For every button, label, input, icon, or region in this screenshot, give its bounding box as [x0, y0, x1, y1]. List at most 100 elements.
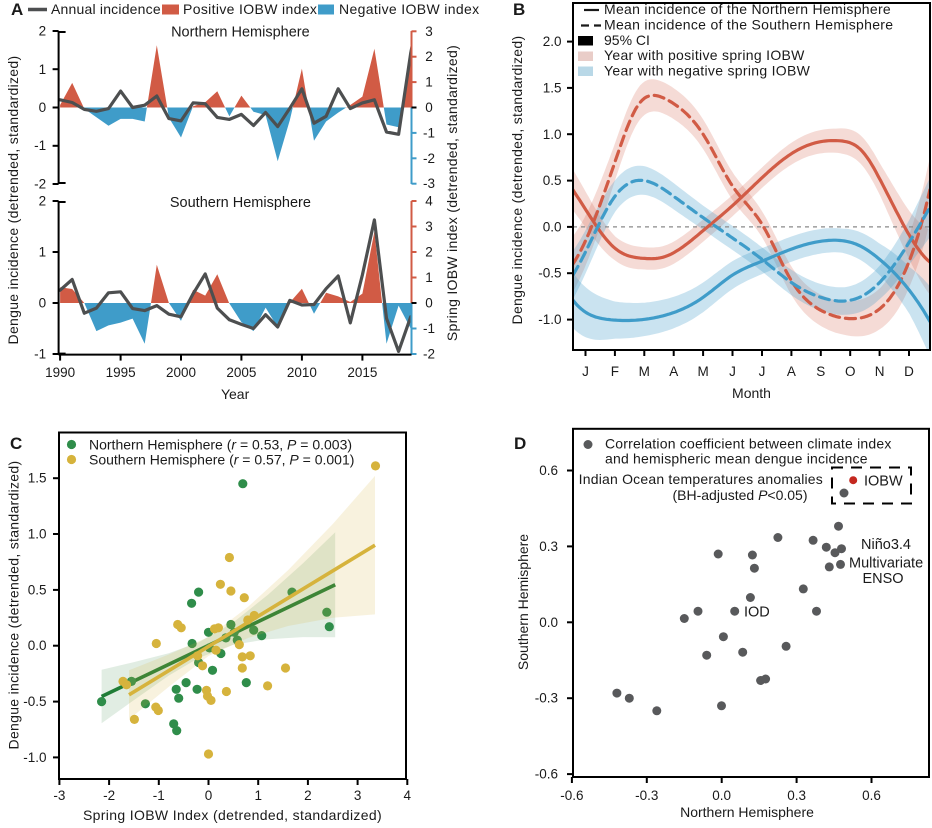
svg-text:and hemispheric mean dengue in: and hemispheric mean dengue incidence: [605, 451, 868, 467]
svg-text:0.3: 0.3: [787, 788, 806, 803]
svg-text:1.5: 1.5: [28, 471, 47, 486]
svg-text:-1: -1: [423, 125, 435, 140]
svg-text:O: O: [845, 364, 856, 379]
svg-text:0: 0: [39, 100, 47, 115]
svg-text:-0.5: -0.5: [23, 694, 46, 709]
svg-text:-2: -2: [34, 177, 46, 192]
svg-text:Northern Hemisphere: Northern Hemisphere: [680, 804, 814, 820]
svg-text:3: 3: [425, 24, 433, 39]
svg-text:Spring IOBW Index (detrended,: Spring IOBW Index (detrended, standardiz…: [83, 807, 382, 823]
svg-text:1: 1: [254, 788, 262, 803]
svg-text:0.0: 0.0: [28, 638, 47, 653]
svg-text:-0.6: -0.6: [535, 767, 558, 782]
svg-text:-0.3: -0.3: [635, 788, 658, 803]
svg-text:Month: Month: [732, 385, 771, 401]
svg-text:A: A: [787, 364, 796, 379]
svg-text:J: J: [729, 364, 736, 379]
svg-text:2005: 2005: [226, 365, 256, 380]
svg-text:0: 0: [39, 296, 47, 311]
svg-text:0.5: 0.5: [543, 173, 562, 188]
svg-text:0.0: 0.0: [539, 615, 558, 630]
svg-text:Indian Ocean temperatures anom: Indian Ocean temperatures anomalies: [579, 471, 823, 487]
svg-text:0: 0: [425, 100, 433, 115]
svg-text:1: 1: [39, 245, 47, 260]
svg-text:-1: -1: [34, 138, 46, 153]
svg-text:0.6: 0.6: [539, 463, 558, 478]
svg-text:Southern Hemisphere: Southern Hemisphere: [515, 534, 531, 670]
svg-text:Dengue incidence (detrended, s: Dengue incidence (detrended, standardize…: [6, 461, 22, 750]
svg-text:Annual incidence: Annual incidence: [51, 1, 161, 17]
svg-text:0.6: 0.6: [862, 788, 881, 803]
svg-text:1995: 1995: [106, 365, 136, 380]
svg-text:3: 3: [425, 219, 433, 234]
svg-text:Niño3.4: Niño3.4: [861, 537, 911, 553]
svg-text:4: 4: [404, 788, 412, 803]
svg-text:-0.3: -0.3: [535, 691, 558, 706]
svg-text:D: D: [904, 364, 914, 379]
svg-text:1: 1: [39, 62, 47, 77]
svg-text:-1.0: -1.0: [23, 750, 46, 765]
svg-text:-1: -1: [153, 788, 165, 803]
svg-text:Negative IOBW index: Negative IOBW index: [339, 1, 479, 17]
svg-text:0.0: 0.0: [543, 219, 562, 234]
svg-text:0.0: 0.0: [712, 788, 731, 803]
svg-text:2: 2: [425, 49, 433, 64]
svg-text:M: M: [697, 364, 708, 379]
svg-text:Dengue incidence (detrended, s: Dengue incidence (detrended, standardize…: [509, 36, 525, 325]
svg-text:95% CI: 95% CI: [604, 32, 650, 48]
svg-text:2: 2: [39, 194, 47, 209]
svg-text:Southern Hemisphere (r = 0.57,: Southern Hemisphere (r = 0.57, P = 0.001…: [89, 452, 354, 468]
svg-text:C: C: [10, 434, 22, 453]
svg-text:(BH-adjusted P<0.05): (BH-adjusted P<0.05): [672, 487, 807, 503]
svg-text:ENSO: ENSO: [862, 571, 903, 587]
svg-text:A: A: [669, 364, 678, 379]
svg-text:Multivariate: Multivariate: [849, 556, 923, 572]
svg-text:IOBW: IOBW: [864, 474, 903, 490]
svg-text:1990: 1990: [45, 365, 75, 380]
svg-text:-3: -3: [423, 176, 435, 191]
svg-text:Year with negative spring IOBW: Year with negative spring IOBW: [604, 63, 811, 79]
svg-text:2010: 2010: [287, 365, 317, 380]
svg-text:A: A: [11, 0, 23, 19]
svg-text:-0.5: -0.5: [538, 266, 561, 281]
svg-text:-2: -2: [423, 347, 435, 362]
svg-text:Dengue incidence (detrended, s: Dengue incidence (detrended, standardize…: [5, 56, 21, 345]
svg-text:Spring IOBW index (detrended,: Spring IOBW index (detrended, standardiz…: [444, 45, 460, 341]
svg-text:1: 1: [425, 270, 433, 285]
svg-text:Mean incidence of the Northern: Mean incidence of the Northern Hemispher…: [604, 1, 891, 17]
svg-text:0.5: 0.5: [28, 582, 47, 597]
svg-text:4: 4: [425, 194, 433, 209]
svg-text:-2: -2: [423, 151, 435, 166]
svg-text:-1: -1: [34, 347, 46, 362]
svg-text:F: F: [611, 364, 619, 379]
svg-text:1.5: 1.5: [543, 80, 562, 95]
svg-text:-0.6: -0.6: [560, 788, 583, 803]
svg-text:2: 2: [304, 788, 312, 803]
svg-text:0: 0: [205, 788, 213, 803]
svg-text:-2: -2: [103, 788, 115, 803]
svg-text:2: 2: [425, 245, 433, 260]
svg-text:Northern Hemisphere: Northern Hemisphere: [171, 25, 310, 41]
svg-text:M: M: [639, 364, 650, 379]
svg-text:B: B: [513, 0, 525, 19]
svg-text:J: J: [759, 364, 766, 379]
svg-text:-1: -1: [423, 321, 435, 336]
svg-text:2.0: 2.0: [543, 34, 562, 49]
svg-text:-1.0: -1.0: [538, 312, 561, 327]
svg-text:J: J: [582, 364, 589, 379]
svg-text:2000: 2000: [166, 365, 196, 380]
svg-text:-3: -3: [53, 788, 65, 803]
svg-text:3: 3: [354, 788, 362, 803]
svg-text:Northern Hemisphere (r = 0.53,: Northern Hemisphere (r = 0.53, P = 0.003…: [89, 437, 352, 453]
svg-text:Mean incidence of the Southern: Mean incidence of the Southern Hemispher…: [604, 17, 893, 33]
svg-text:S: S: [816, 364, 825, 379]
svg-text:2015: 2015: [347, 365, 377, 380]
svg-text:0.3: 0.3: [539, 539, 558, 554]
svg-text:Year: Year: [221, 386, 250, 402]
svg-text:Correlation coefficient betwee: Correlation coefficient between climate …: [605, 436, 892, 452]
svg-text:2: 2: [39, 24, 47, 39]
svg-text:Year with positive spring IOBW: Year with positive spring IOBW: [604, 47, 805, 63]
svg-text:Positive IOBW index: Positive IOBW index: [183, 1, 317, 17]
svg-text:N: N: [875, 364, 885, 379]
svg-text:IOD: IOD: [744, 605, 770, 621]
